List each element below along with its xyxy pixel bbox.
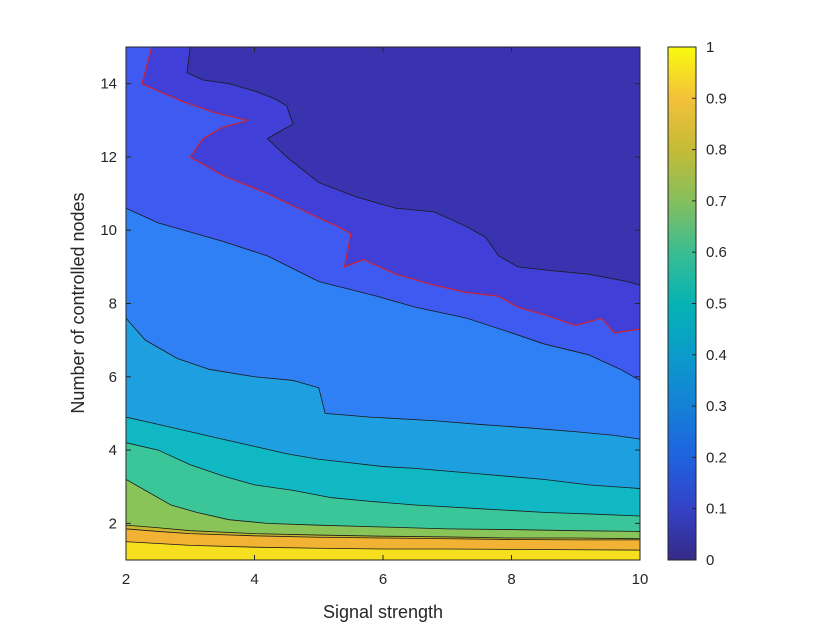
colorbar-tick-label: 0.1: [706, 501, 727, 518]
y-axis-ticks: 2 4 6 8 10 12 14: [100, 76, 640, 532]
colorbar-tick-label: 0.7: [706, 193, 727, 210]
y-tick-label: 12: [100, 149, 117, 166]
x-tick-label: 4: [250, 571, 258, 588]
colorbar-tick-label: 0.4: [706, 347, 727, 364]
colorbar-tick-label: 0.2: [706, 449, 727, 466]
y-tick-label: 4: [109, 442, 117, 459]
colorbar-tick-label: 0: [706, 552, 714, 569]
contour-line-0.8: [126, 528, 640, 541]
contour-line-0.1: [141, 47, 640, 334]
colorbar-tick-label: 0.8: [706, 142, 727, 159]
plot-area: [126, 47, 640, 560]
colorbar-tick-label: 1: [706, 39, 714, 56]
contour-region-0.05: [126, 47, 640, 286]
colorbar-tick-label: 0.9: [706, 90, 727, 107]
contour-line-0.2: [126, 207, 640, 381]
contour-line-0.05: [186, 47, 640, 286]
contour-line-0.5: [126, 442, 640, 517]
y-tick-label: 6: [109, 369, 117, 386]
x-axis-label: Signal strength: [323, 602, 443, 622]
y-tick-label: 14: [100, 76, 117, 93]
contour-line-0.6: [126, 479, 640, 532]
contour-line-0.3: [126, 317, 640, 440]
x-tick-label: 8: [507, 571, 515, 588]
y-tick-label: 10: [100, 222, 117, 239]
colorbar-tick-label: 0.3: [706, 398, 727, 415]
y-axis-label: Number of controlled nodes: [68, 192, 88, 413]
y-tick-label: 8: [109, 296, 117, 313]
x-axis-ticks: 2 4 6 8 10: [122, 47, 649, 588]
y-tick-label: 2: [109, 515, 117, 532]
x-tick-label: 2: [122, 571, 130, 588]
colorbar-ticks: 0 0.1 0.2 0.3 0.4 0.5 0.6 0.7 0.8 0.9 1: [692, 39, 727, 569]
colorbar: [667, 46, 697, 561]
contour-line-0.9: [126, 541, 640, 551]
colorbar-tick-label: 0.5: [706, 296, 727, 313]
contour-line-0.7: [126, 524, 640, 540]
x-tick-label: 6: [379, 571, 387, 588]
colorbar-tick-label: 0.6: [706, 244, 727, 261]
contour-line-0.4: [126, 416, 640, 489]
x-tick-label: 10: [632, 571, 649, 588]
